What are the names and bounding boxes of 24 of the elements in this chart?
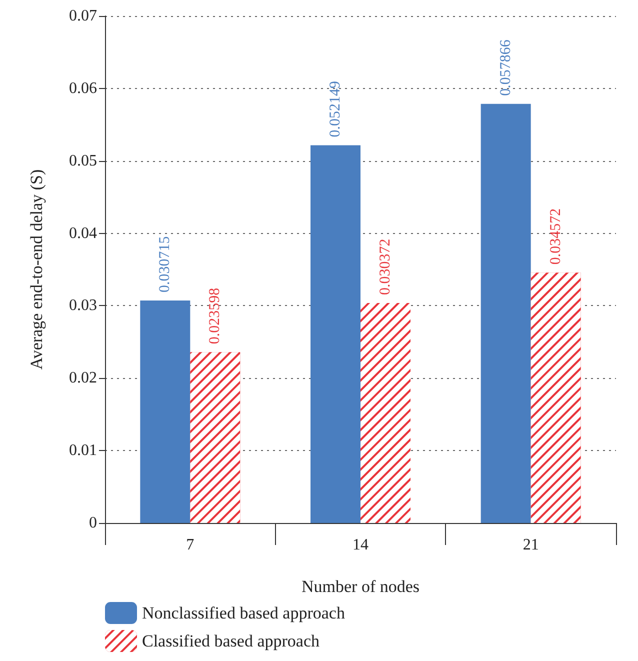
y-tick-label: 0.04: [69, 224, 97, 242]
y-tick-label: 0.07: [69, 8, 97, 24]
data-label: 0.034572: [548, 208, 564, 265]
bar: [480, 104, 531, 523]
legend-label: Nonclassified based approach: [142, 604, 346, 622]
y-tick-label: 0.01: [69, 442, 97, 460]
legend-label: Classified based approach: [142, 632, 320, 650]
data-label: 0.057866: [498, 39, 514, 96]
y-tick-label: 0.02: [69, 370, 97, 387]
x-axis-title: Number of nodes: [301, 577, 420, 596]
data-label: 0.052149: [328, 81, 344, 138]
x-tick-label: 21: [522, 536, 539, 554]
data-label: 0.030715: [157, 236, 174, 293]
data-label: 0.030372: [378, 238, 394, 296]
x-tick-label: 7: [186, 536, 194, 554]
y-tick-label: 0: [89, 514, 97, 532]
y-axis-title: Average end-to-end delay (S): [27, 169, 46, 370]
data-label: 0.023598: [207, 288, 224, 344]
x-tick-label: 14: [352, 536, 368, 554]
y-tick-label: 0.06: [69, 80, 97, 97]
y-tick-label: 0.05: [69, 152, 97, 170]
bar: [140, 300, 190, 523]
bar: [310, 145, 360, 523]
y-tick-label: 0.03: [69, 297, 97, 314]
